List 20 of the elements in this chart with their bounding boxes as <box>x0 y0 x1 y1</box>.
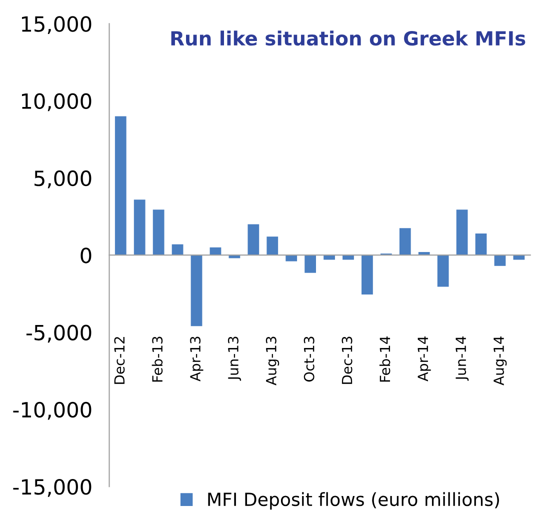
x-tick-label: Feb-13 <box>152 336 163 382</box>
chart-title: Run like situation on Greek MFIs <box>171 30 526 46</box>
y-tick-label: 5,000 <box>34 170 92 188</box>
x-tick-label: Aug-13 <box>266 336 280 386</box>
y-tick-label: -5,000 <box>26 324 92 343</box>
x-tick-label: Oct-13 <box>304 336 314 382</box>
x-tick-label: Feb-14 <box>379 336 390 382</box>
x-tick-label: Dec-12 <box>114 337 125 384</box>
y-tick-label: 0 <box>80 248 92 264</box>
legend-label: MFI Deposit flows (euro millions) <box>208 492 499 510</box>
y-tick-label: -10,000 <box>13 402 92 420</box>
y-tick-label: 10,000 <box>22 93 92 112</box>
x-tick-label: Dec-13 <box>342 336 352 384</box>
x-tick-label: Aug-14 <box>494 336 507 386</box>
y-tick-label: 15,000 <box>22 16 92 34</box>
x-tick-label: Jun-14 <box>456 336 469 381</box>
x-tick-label: Apr-13 <box>190 336 204 382</box>
x-tick-label: Jun-13 <box>228 336 242 381</box>
x-tick-label: Apr-14 <box>418 336 431 382</box>
y-tick-label: -15,000 <box>13 479 92 497</box>
